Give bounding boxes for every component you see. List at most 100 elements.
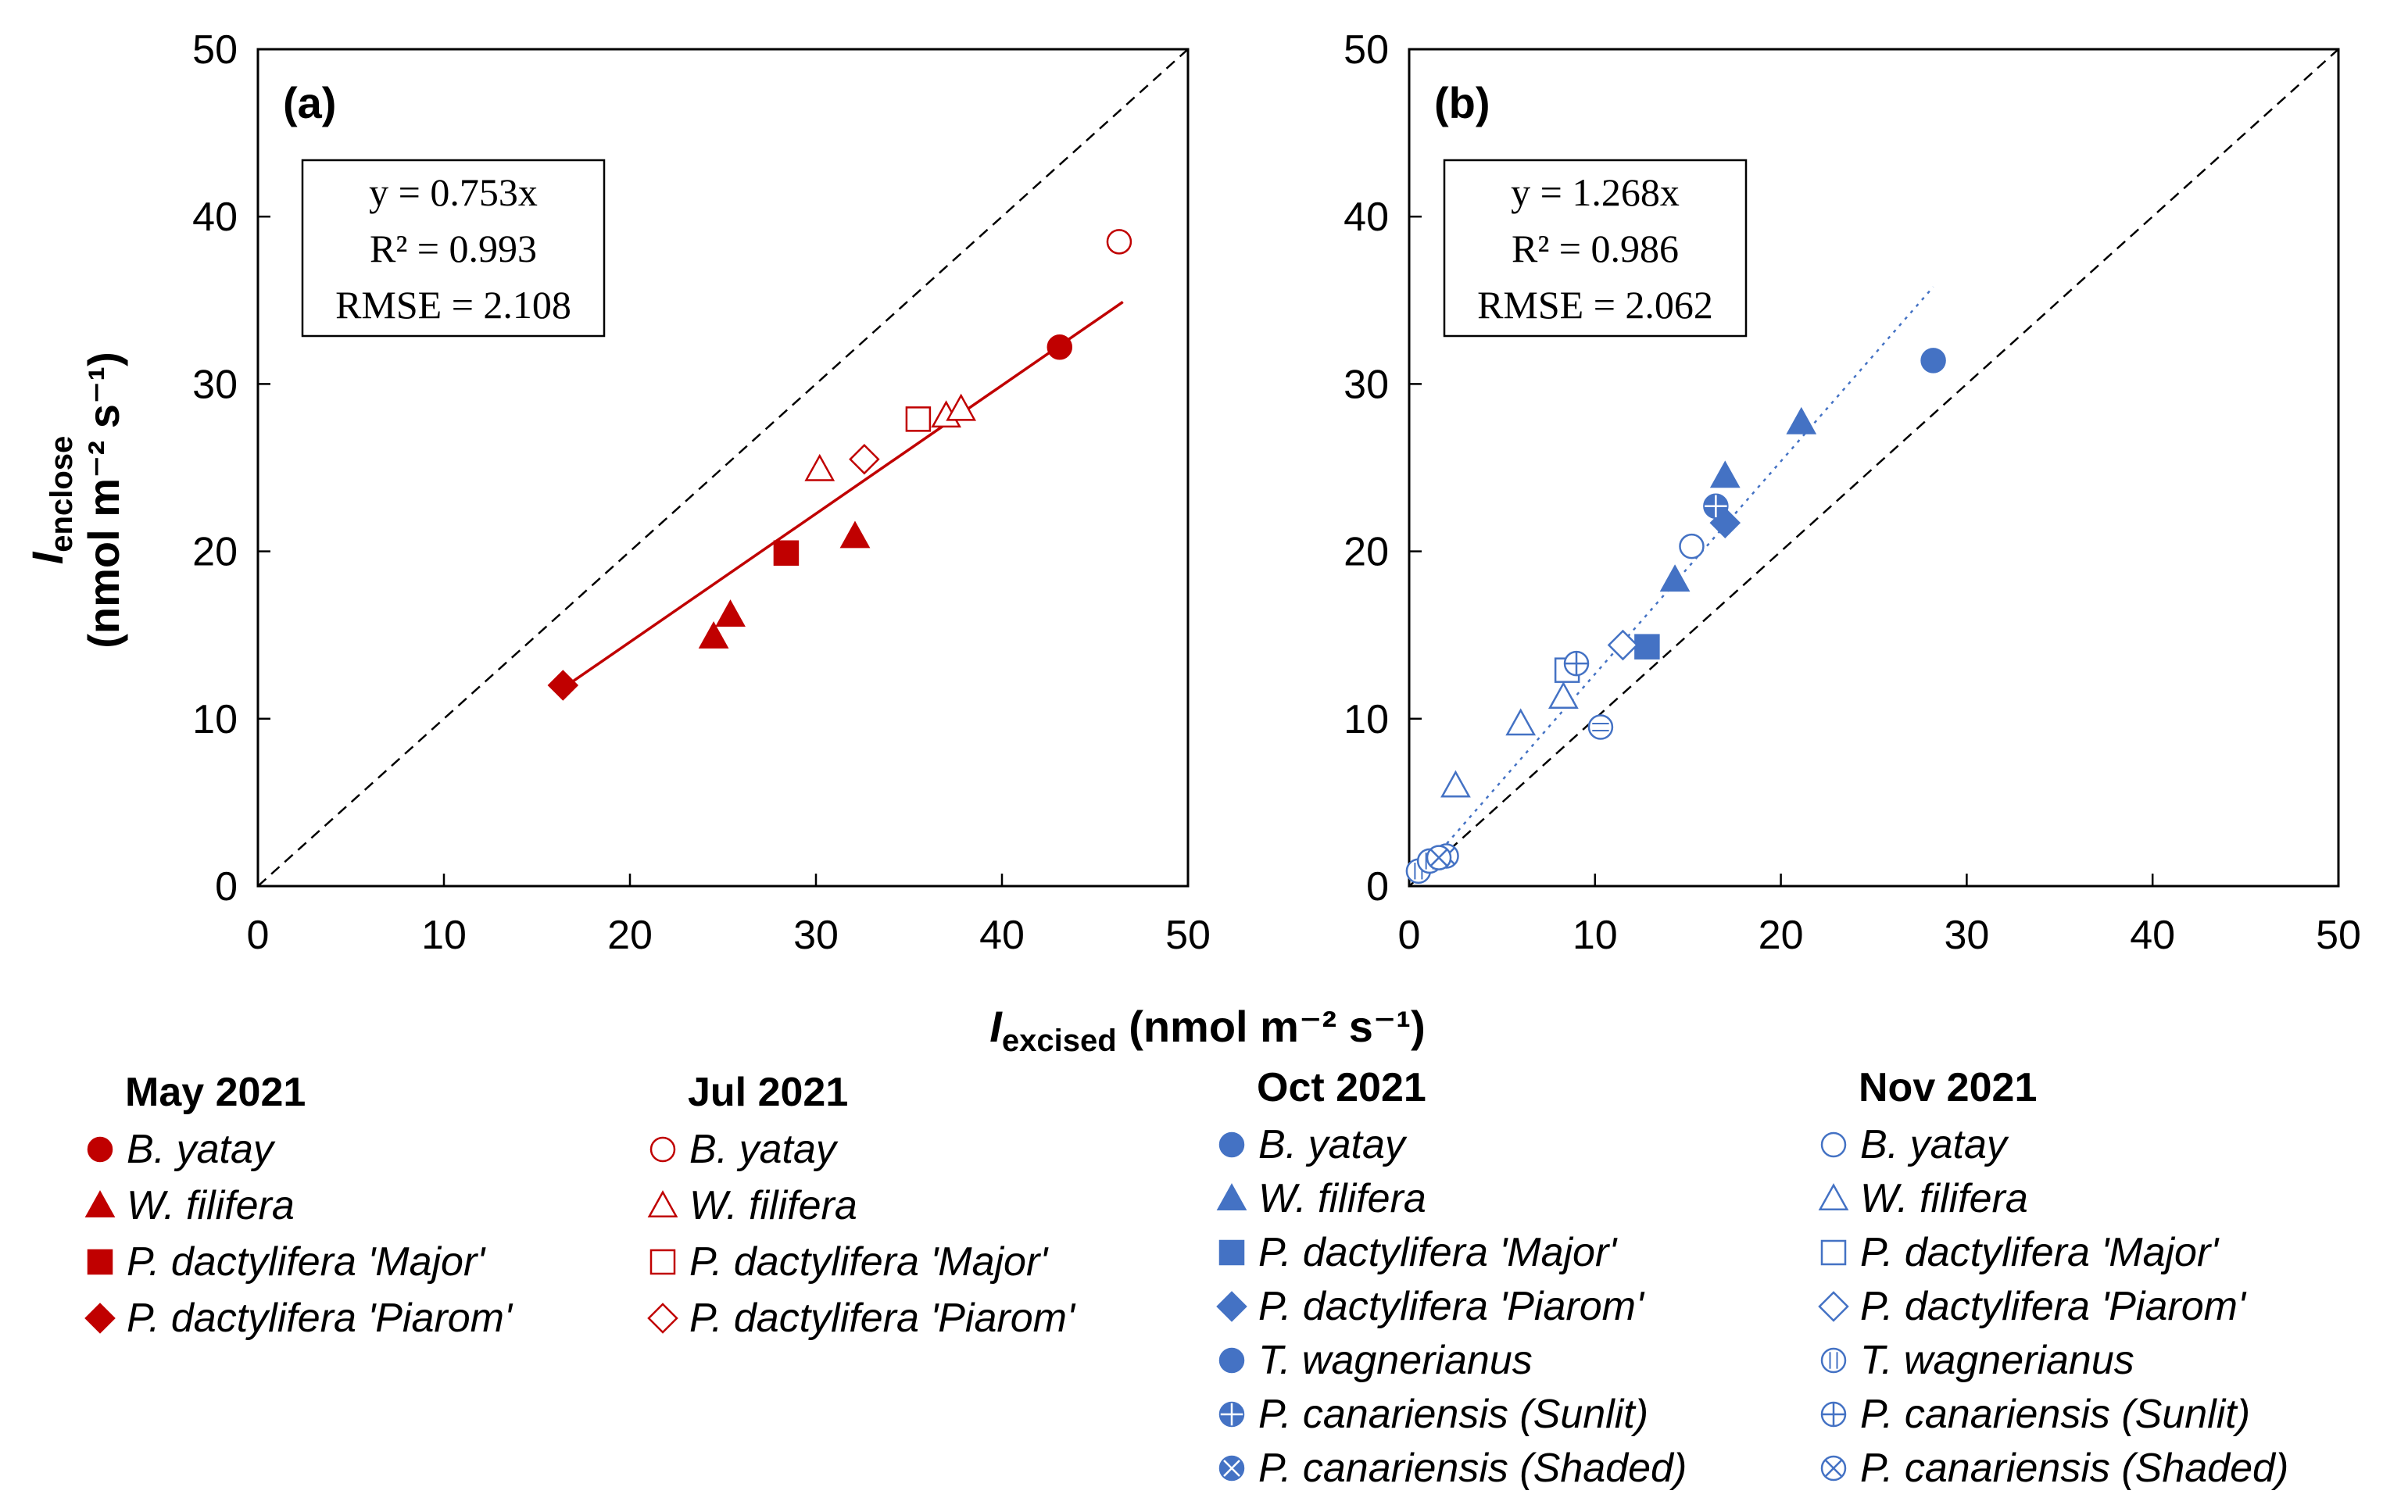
- legend-group-nov-2021: Nov 2021 B. yatay W. filifera P. dactylifer…: [1818, 1065, 2288, 1491]
- legend-marker: [649, 1249, 676, 1275]
- legend-title: May 2021: [125, 1070, 306, 1115]
- legend-title: Nov 2021: [1859, 1065, 2037, 1110]
- legend-item: P. canariensis (Shaded): [1218, 1446, 1687, 1491]
- legend-label: B. yatay: [1258, 1122, 1408, 1167]
- legend-item: W. filifera: [84, 1183, 295, 1228]
- one-to-one-line: [1408, 48, 2339, 887]
- y-tick-label: 10: [192, 697, 238, 742]
- legend-label: P. dactylifera 'Piarom': [1860, 1284, 2247, 1329]
- fit-line: [1417, 286, 1934, 877]
- legend-label: P. canariensis (Shaded): [1258, 1446, 1687, 1491]
- legend-item: W. filifera: [1818, 1176, 2028, 1221]
- equation-line: y = 0.753x: [369, 170, 538, 214]
- legend-label: P. dactylifera 'Piarom': [689, 1296, 1076, 1341]
- panels: 0 10 20 30 40 50 0 10 20 30 40 50 (a) y = 0.753x R² = …: [192, 27, 2361, 958]
- x-tick-label: 50: [2316, 913, 2361, 958]
- equation-line: R² = 0.993: [370, 227, 537, 270]
- y-tick-label: 30: [192, 362, 238, 407]
- legend-group-jul-2021: Jul 2021 B. yatay W. filifera P. dactylifer…: [647, 1070, 1076, 1341]
- legend-item: P. dactylifera 'Major': [649, 1239, 1049, 1285]
- data-point: [849, 444, 880, 475]
- legend-label: W. filifera: [689, 1183, 857, 1228]
- legend-title: Jul 2021: [688, 1070, 848, 1115]
- legend-marker: [1820, 1401, 1847, 1428]
- data-point: [1634, 634, 1660, 659]
- legend-label: B. yatay: [1860, 1122, 2009, 1167]
- panel-label: (b): [1434, 78, 1490, 127]
- legend-title: Oct 2021: [1257, 1065, 1426, 1110]
- legend-marker: [1216, 1183, 1247, 1211]
- legend-item: P. canariensis (Shaded): [1820, 1446, 2288, 1491]
- legend-label: P. canariensis (Sunlit): [1860, 1392, 2250, 1437]
- legend-label: P. canariensis (Shaded): [1860, 1446, 2288, 1491]
- x-axis-title: Iexcised (nmol m⁻² s⁻¹): [989, 1002, 1425, 1058]
- data-point: [1786, 406, 1817, 434]
- plot-frame: [1408, 48, 2340, 888]
- equation-line: y = 1.268x: [1511, 170, 1680, 214]
- legend-marker: [1216, 1291, 1247, 1322]
- legend-marker: [1820, 1239, 1847, 1266]
- x-tick-label: 30: [1944, 913, 1989, 958]
- y-tick-label: 50: [1344, 27, 1389, 73]
- legend-marker: [1818, 1291, 1849, 1322]
- y-tick-label: 40: [192, 195, 238, 240]
- legend-label: P. canariensis (Sunlit): [1258, 1392, 1648, 1437]
- data-point: [1587, 714, 1614, 740]
- legend: May 2021 B. yatay W. filifera P. dactylifer…: [84, 1065, 2288, 1491]
- y-axis-units: (nmol m⁻² s⁻¹): [79, 352, 128, 649]
- legend-marker: [649, 1136, 676, 1163]
- legend-item: W. filifera: [1216, 1176, 1426, 1221]
- data-point: [804, 453, 835, 481]
- x-tick-label: 10: [1573, 913, 1618, 958]
- equation-box: y = 0.753x R² = 0.993 RMSE = 2.108: [301, 159, 606, 338]
- legend-label: P. dactylifera 'Major': [689, 1239, 1049, 1285]
- y-tick-label: 40: [1344, 195, 1389, 240]
- data-point: [1563, 650, 1590, 677]
- legend-marker: [1820, 1347, 1847, 1374]
- legend-item: P. dactylifera 'Piarom': [647, 1296, 1076, 1341]
- panel-b: 0 10 20 30 40 50 0 10 20 30 40 50 (b) y = 1.268x R² = …: [1344, 27, 2361, 958]
- data-point: [1703, 493, 1729, 520]
- legend-marker: [87, 1136, 113, 1163]
- legend-item: T. wagnerianus: [1218, 1338, 1533, 1383]
- x-tick-label: 10: [421, 913, 467, 958]
- x-tick-label: 20: [607, 913, 653, 958]
- legend-label: P. dactylifera 'Piarom': [1258, 1284, 1645, 1329]
- legend-marker: [84, 1303, 116, 1334]
- legend-marker: [1820, 1455, 1847, 1482]
- y-tick-label: 10: [1344, 697, 1389, 742]
- legend-item: P. dactylifera 'Piarom': [1216, 1284, 1645, 1329]
- x-tick-label: 40: [2130, 913, 2175, 958]
- legend-item: P. canariensis (Sunlit): [1218, 1392, 1648, 1437]
- data-point: [1426, 845, 1452, 870]
- legend-marker: [1818, 1183, 1849, 1211]
- legend-label: T. wagnerianus: [1258, 1338, 1533, 1383]
- data-point: [1440, 770, 1471, 798]
- legend-marker: [87, 1249, 113, 1275]
- axis-labels: Ienclose (nmol m⁻² s⁻¹) Iexcised (nmol m…: [23, 352, 1426, 1058]
- y-tick-label: 20: [192, 530, 238, 575]
- data-point: [1106, 229, 1132, 255]
- legend-marker: [1218, 1347, 1245, 1374]
- legend-item: B. yatay: [87, 1127, 276, 1172]
- legend-item: P. dactylifera 'Major': [1218, 1230, 1618, 1275]
- data-point: [1920, 348, 1946, 374]
- legend-label: W. filifera: [1860, 1176, 2028, 1221]
- data-point: [1709, 460, 1741, 488]
- data-point: [1607, 629, 1639, 661]
- data-point: [839, 520, 871, 549]
- legend-marker: [1820, 1131, 1847, 1158]
- one-to-one-line: [257, 48, 1189, 887]
- y-tick-label: 50: [192, 27, 238, 73]
- data-point: [946, 393, 977, 421]
- x-tick-label: 50: [1165, 913, 1211, 958]
- panel-a: 0 10 20 30 40 50 0 10 20 30 40 50 (a) y = 0.753x R² = …: [192, 27, 1211, 958]
- panel-label: (a): [283, 78, 336, 127]
- legend-marker: [1218, 1455, 1245, 1482]
- data-point: [773, 540, 800, 566]
- y-tick-label: 20: [1344, 530, 1389, 575]
- data-point: [1679, 533, 1705, 559]
- legend-item: P. canariensis (Sunlit): [1820, 1392, 2250, 1437]
- y-axis-title: Ienclose: [23, 436, 79, 565]
